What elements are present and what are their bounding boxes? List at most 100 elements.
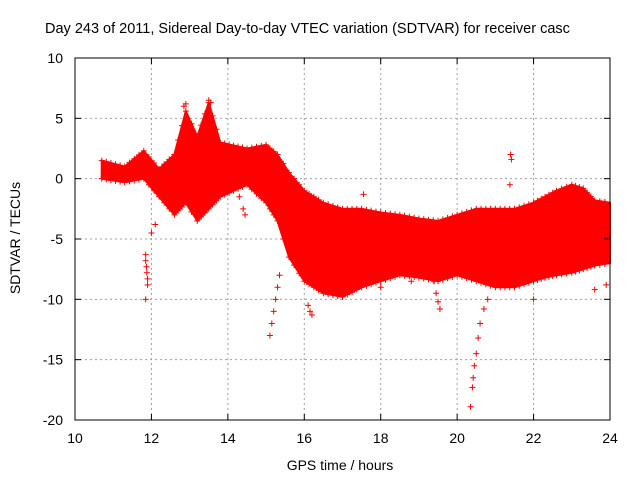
data-point <box>131 177 138 184</box>
data-point <box>454 211 461 218</box>
data-point <box>156 193 163 200</box>
data-point <box>140 175 147 182</box>
data-point <box>596 198 603 205</box>
data-point <box>217 139 224 146</box>
data-point <box>263 199 270 206</box>
data-point <box>449 213 456 220</box>
data-point <box>580 266 587 273</box>
data-point <box>553 187 560 194</box>
data-point <box>525 279 532 286</box>
data-point <box>240 205 247 212</box>
data-point <box>253 190 260 197</box>
data-point <box>521 202 528 209</box>
data-point <box>182 108 189 115</box>
data-point <box>136 151 143 158</box>
data-point <box>449 273 456 280</box>
data-point <box>209 112 216 119</box>
data-point <box>591 262 598 269</box>
data-point <box>542 193 549 200</box>
data-point <box>377 278 384 285</box>
data-point <box>131 155 138 162</box>
data-point <box>473 350 480 357</box>
axis-ticks <box>74 57 611 421</box>
data-point <box>430 277 437 284</box>
data-point <box>310 193 317 200</box>
data-point <box>334 293 341 300</box>
data-point <box>145 181 152 188</box>
x-tick-label: 10 <box>67 430 83 446</box>
x-tick-label: 16 <box>296 430 312 446</box>
data-point <box>396 272 403 279</box>
data-point <box>182 199 189 206</box>
data-point <box>480 305 487 312</box>
data-point <box>415 215 422 222</box>
data-point <box>353 286 360 293</box>
data-point <box>545 273 552 280</box>
data-point <box>221 140 228 147</box>
data-point <box>382 276 389 283</box>
data-point <box>266 205 273 212</box>
data-point <box>236 193 243 200</box>
data-point <box>482 281 489 288</box>
data-point <box>148 229 155 236</box>
data-point <box>344 291 351 298</box>
data-point <box>201 209 208 216</box>
data-point <box>209 201 216 208</box>
data-point <box>420 216 427 223</box>
data-point <box>166 205 173 212</box>
data-point <box>372 279 379 286</box>
data-point <box>270 148 277 155</box>
data-point <box>444 275 451 282</box>
data-point <box>179 122 185 129</box>
data-point <box>198 122 205 129</box>
data-point <box>270 308 277 315</box>
data-points <box>98 97 610 410</box>
data-point <box>243 145 250 152</box>
data-point <box>103 176 110 183</box>
data-point <box>458 273 465 280</box>
x-tick-label: 18 <box>373 430 389 446</box>
data-point <box>280 160 287 167</box>
data-point <box>587 263 594 270</box>
data-point <box>538 195 545 202</box>
data-point <box>601 198 608 205</box>
data-point <box>430 217 437 224</box>
data-point <box>320 199 327 206</box>
y-tick-label: 5 <box>55 110 63 126</box>
data-point <box>306 281 313 288</box>
data-point <box>143 263 150 270</box>
data-point <box>349 289 356 296</box>
data-point <box>568 181 575 188</box>
data-point <box>572 182 579 189</box>
data-point <box>507 151 514 158</box>
data-point <box>360 191 367 198</box>
data-point <box>270 211 277 218</box>
data-point <box>161 161 168 168</box>
data-point <box>253 143 260 150</box>
data-point <box>207 99 214 106</box>
data-point <box>205 205 212 212</box>
data-point <box>563 270 570 277</box>
data-point <box>516 282 523 289</box>
data-point <box>301 187 308 194</box>
data-point <box>213 197 220 204</box>
data-point <box>542 274 549 281</box>
data-point <box>563 183 570 190</box>
data-point <box>363 206 370 213</box>
data-point <box>329 292 336 299</box>
data-point <box>143 269 150 276</box>
data-point <box>463 275 470 282</box>
data-point <box>591 286 598 293</box>
data-point <box>511 205 518 212</box>
data-point <box>142 251 149 258</box>
data-point <box>521 281 528 288</box>
data-point <box>142 257 149 264</box>
data-point <box>408 278 415 285</box>
data-point <box>235 185 242 192</box>
data-point <box>406 213 413 220</box>
data-point <box>377 209 384 216</box>
data-point <box>98 157 105 164</box>
data-point <box>274 284 281 291</box>
data-point <box>515 254 522 261</box>
data-point <box>182 100 189 107</box>
